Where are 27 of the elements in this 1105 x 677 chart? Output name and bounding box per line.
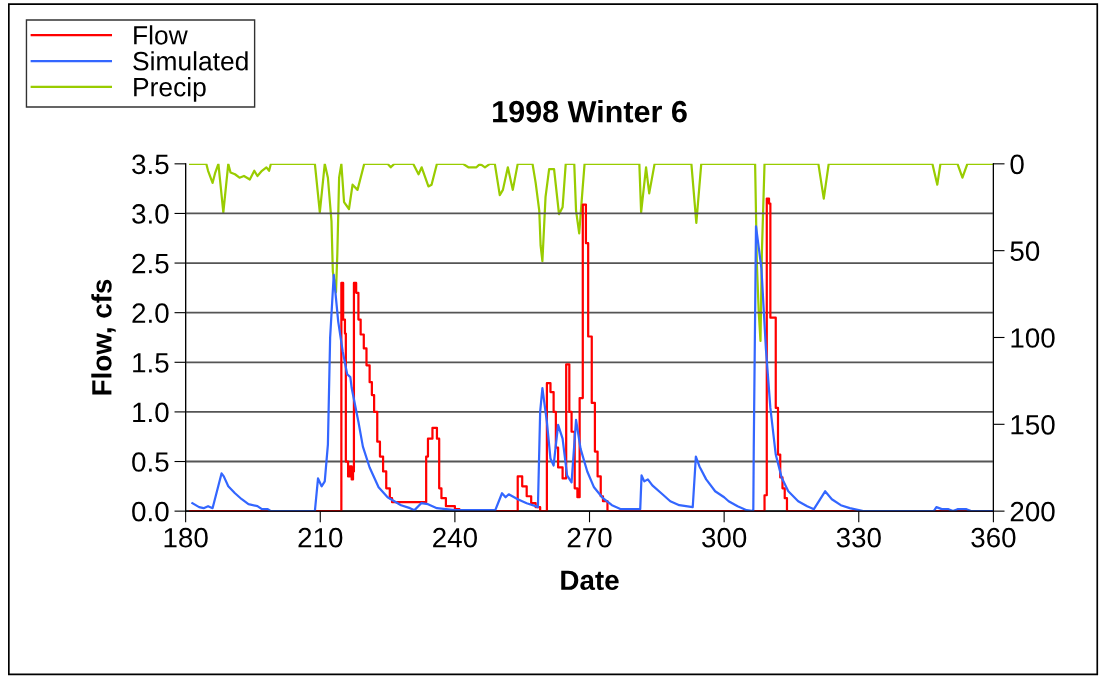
y-axis-title: Flow, cfs [91, 279, 116, 395]
chart-title: 1998 Winter 6 [493, 100, 687, 123]
x-tick-label: 240 [433, 527, 477, 548]
legend-label: Simulated [133, 51, 248, 71]
y-tick-label: 3.0 [132, 204, 169, 224]
legend-label: Flow [134, 25, 188, 45]
x-axis-title: Date [561, 570, 619, 591]
x-tick-label: 270 [567, 527, 612, 548]
x-tick-label: 330 [836, 527, 881, 548]
y-tick-label: 1.0 [133, 402, 169, 423]
y2-tick-label: 0 [1010, 154, 1024, 175]
y2-tick-label: 200 [1010, 501, 1055, 522]
legend-label: Precip [134, 77, 206, 102]
y-tick-label: 2.5 [132, 253, 169, 274]
y-tick-label: 3.5 [132, 154, 169, 175]
y-tick-label: 0.0 [132, 501, 169, 522]
y2-tick-label: 100 [1011, 328, 1055, 348]
line-series [189, 163, 994, 343]
x-tick-label: 300 [702, 527, 747, 548]
x-tick-label: 210 [298, 527, 343, 548]
y-tick-label: 1.5 [133, 353, 169, 373]
y2-tick-label: 50 [1010, 241, 1040, 261]
y-tick-label: 0.5 [132, 452, 169, 472]
y2-tick-label: 150 [1011, 414, 1055, 435]
x-tick-label: 180 [164, 527, 208, 548]
y-tick-label: 2.0 [132, 303, 169, 324]
x-tick-label: 360 [971, 527, 1016, 548]
